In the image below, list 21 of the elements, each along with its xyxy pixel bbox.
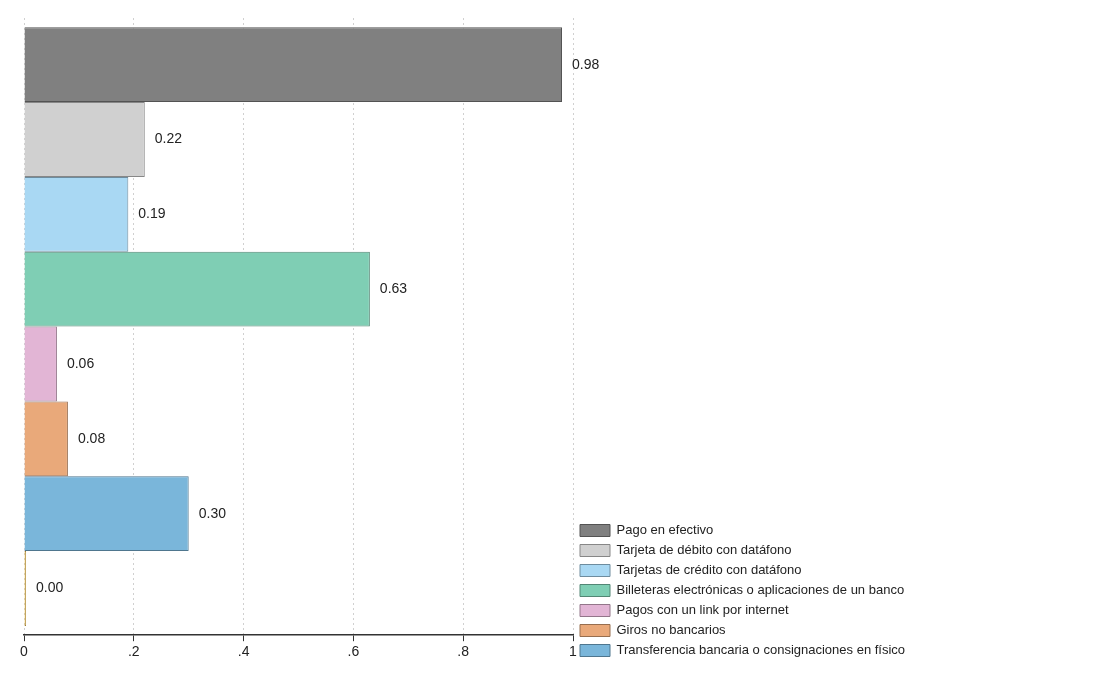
legend-label: Giros no bancarios bbox=[616, 622, 727, 638]
x-tick-label: 1 bbox=[569, 643, 578, 660]
x-tick-label: .2 bbox=[127, 643, 140, 660]
legend-label: Pago en efectivo bbox=[616, 522, 714, 538]
x-tick-label: .6 bbox=[347, 643, 360, 660]
data-label: 0.19 bbox=[138, 205, 166, 222]
data-label: 0.00 bbox=[36, 579, 64, 596]
x-tick-label: .8 bbox=[457, 643, 470, 660]
x-tick-label: .4 bbox=[237, 643, 250, 660]
x-tick-label: 0 bbox=[20, 643, 29, 660]
legend-label: Transferencia bancaria o consignaciones en físico bbox=[616, 642, 906, 658]
data-label: 0.06 bbox=[66, 354, 95, 371]
legend-label: Tarjeta de débito con datáfono bbox=[616, 542, 792, 558]
data-label: 0.98 bbox=[572, 55, 600, 72]
data-label: 0.08 bbox=[77, 429, 106, 446]
data-label: 0.22 bbox=[154, 130, 183, 147]
legend-label: Billeteras electrónicas o aplicaciones de un banco bbox=[616, 582, 905, 598]
legend-label: Tarjetas de crédito con datáfono bbox=[616, 562, 802, 578]
legend-label: Pagos con un link por internet bbox=[616, 602, 789, 618]
data-label: 0.63 bbox=[379, 280, 408, 297]
data-label: 0.30 bbox=[198, 504, 227, 521]
